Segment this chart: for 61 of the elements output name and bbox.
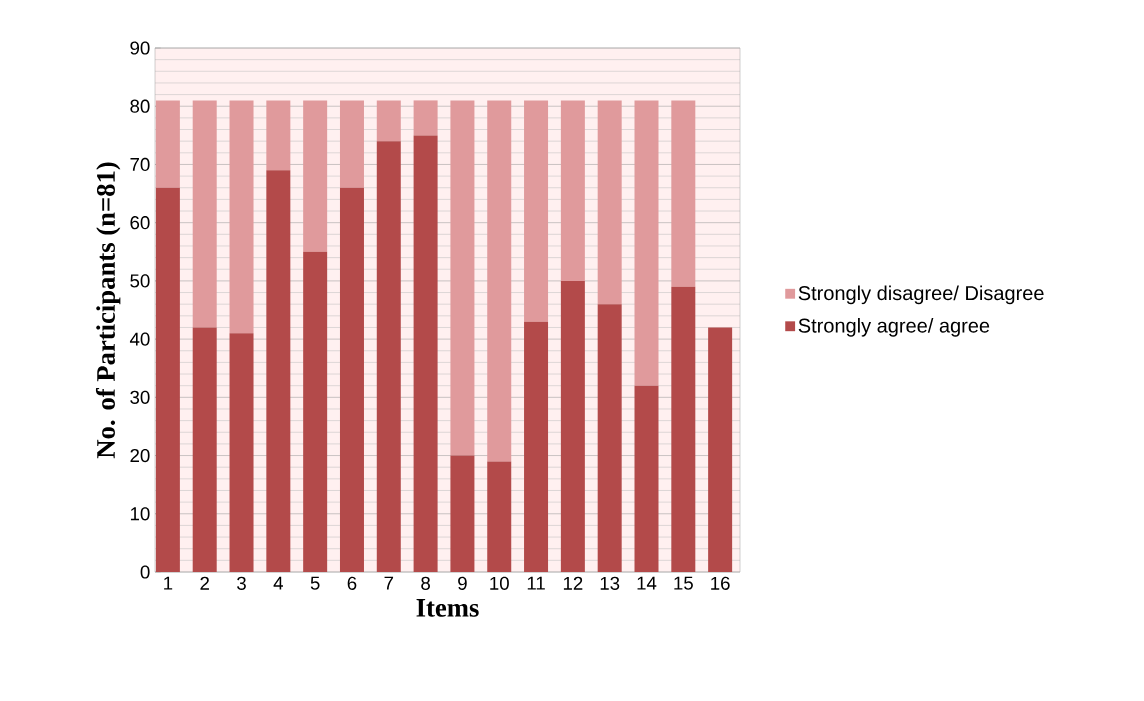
bar [155, 187, 180, 572]
x-tick-label: 13 [600, 576, 620, 590]
bar [229, 100, 254, 334]
x-tick-label: 16 [711, 576, 730, 590]
y-tick-label: 40 [129, 332, 150, 346]
y-tick-label: 70 [130, 157, 150, 172]
bar [560, 100, 585, 281]
x-axis-title: Items [416, 599, 479, 617]
bar [192, 100, 217, 328]
bar [634, 100, 659, 386]
x-tick-label: 12 [563, 576, 583, 590]
bar [487, 461, 512, 572]
bar [597, 304, 622, 572]
y-axis-title: No. of Participants (n=81) [95, 162, 121, 459]
y-tick-label: 30 [130, 390, 150, 404]
x-tick-label: 7 [384, 576, 394, 590]
bar [524, 321, 549, 572]
bar [303, 100, 328, 252]
bar [339, 187, 364, 572]
bar [450, 455, 475, 572]
bar [634, 385, 659, 572]
x-tick-label: 5 [310, 576, 320, 590]
bar [413, 100, 438, 136]
x-tick-label: 6 [347, 576, 357, 590]
bar [376, 100, 401, 142]
bar [192, 327, 217, 572]
bar [155, 100, 180, 188]
y-tick-label: 60 [130, 216, 150, 230]
legend-label: Strongly disagree/ Disagree [798, 285, 1044, 305]
bar [266, 170, 291, 572]
x-tick-label: 3 [237, 576, 246, 590]
y-tick-label: 20 [130, 448, 150, 463]
bar [339, 100, 364, 188]
y-tick-label: 80 [130, 99, 150, 113]
x-tick-label: 2 [200, 576, 209, 590]
x-tick-label: 10 [490, 576, 509, 590]
x-tick-label: 4 [273, 576, 283, 590]
x-tick-label: 15 [674, 576, 693, 590]
y-tick-label: 50 [130, 274, 150, 288]
bar [303, 251, 328, 572]
x-tick-label: 8 [421, 576, 430, 590]
bar [671, 100, 696, 287]
bar [450, 100, 475, 456]
bar [708, 327, 733, 572]
x-tick-label: 1 [164, 576, 173, 590]
bar [413, 135, 438, 572]
bar [266, 100, 291, 171]
bar [560, 280, 585, 572]
bar [524, 100, 549, 322]
bar [671, 286, 696, 572]
bar [376, 141, 401, 572]
x-tick-label: 11 [527, 576, 545, 590]
bar [597, 100, 622, 305]
bar [487, 100, 512, 462]
legend-label: Strongly agree/ agree [798, 318, 990, 337]
bar [229, 333, 254, 572]
y-tick-label: 10 [130, 507, 150, 521]
x-tick-label: 9 [458, 576, 467, 590]
x-tick-label: 14 [637, 576, 657, 590]
y-tick-label: 0 [140, 565, 150, 579]
y-tick-label: 90 [130, 41, 150, 55]
